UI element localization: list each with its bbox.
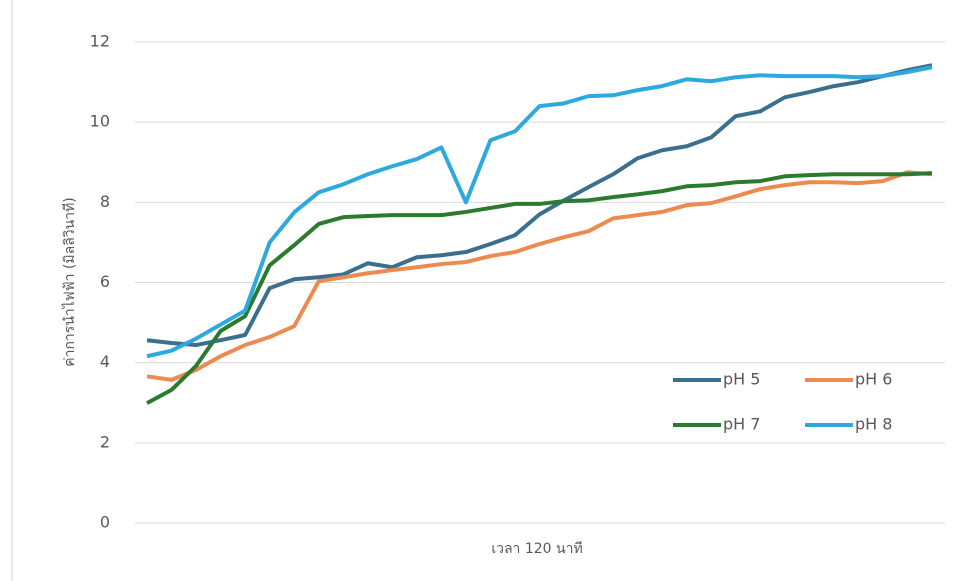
chart-frame — [11, 0, 13, 581]
line — [146, 63, 933, 348]
legend-label: pH 5 — [723, 370, 760, 389]
y-tick-label: 0 — [100, 513, 110, 532]
y-tick-label: 6 — [100, 272, 110, 291]
line — [146, 171, 933, 405]
y-tick-label: 2 — [100, 432, 110, 451]
y-tick-label: 10 — [90, 112, 110, 131]
line — [146, 170, 933, 382]
y-axis-label: ค่าการนำไฟฟ้า (มิลลิวินาที) — [61, 197, 78, 367]
legend-label: pH 6 — [855, 370, 892, 389]
y-tick-label: 12 — [90, 32, 110, 51]
legend-label: pH 8 — [855, 415, 892, 434]
x-axis-label: เวลา 120 นาที — [491, 541, 582, 557]
y-tick-label: 8 — [100, 192, 110, 211]
line — [146, 65, 933, 359]
y-tick-label: 4 — [100, 352, 110, 371]
legend-label: pH 7 — [723, 415, 760, 434]
